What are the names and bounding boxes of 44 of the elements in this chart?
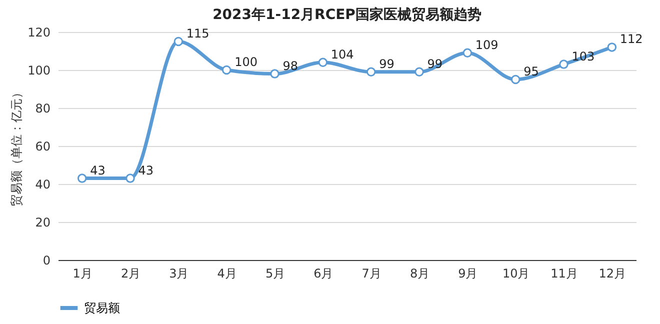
data-label: 112 [620, 32, 643, 46]
data-label: 95 [524, 64, 539, 78]
data-label: 109 [475, 38, 498, 52]
x-tick-label: 2月 [120, 266, 141, 280]
point [126, 174, 135, 183]
point [510, 74, 520, 84]
legend-label: 贸易额 [84, 301, 120, 315]
y-tick-label: 0 [42, 254, 50, 268]
y-tick-label: 80 [35, 102, 50, 116]
point [366, 67, 376, 77]
point [270, 69, 280, 78]
x-tick-label: 8月 [410, 266, 430, 280]
point [559, 60, 568, 69]
x-tick-label: 6月 [314, 266, 334, 280]
y-axis-title: 贸易额（单位：亿元） [10, 86, 24, 206]
point [318, 58, 328, 68]
x-tick-label: 3月 [169, 266, 189, 280]
point [462, 48, 472, 58]
point [174, 36, 184, 46]
x-tick-label: 12月 [598, 266, 626, 280]
data-label: 99 [379, 56, 394, 71]
x-tick-label: 7月 [362, 266, 382, 280]
point [414, 67, 424, 77]
x-tick-label: 4月 [217, 266, 237, 280]
point [607, 42, 617, 52]
x-tick-label: 9月 [458, 266, 478, 280]
data-label: 100 [234, 55, 258, 69]
data-label: 43 [90, 163, 106, 178]
point [77, 174, 87, 183]
x-tick-label: 10月 [502, 266, 530, 280]
y-tick-label: 100 [28, 64, 50, 78]
x-tick-label: 5月 [265, 266, 286, 280]
y-tick-label: 120 [28, 26, 50, 40]
data-label: 98 [282, 58, 298, 73]
point [222, 65, 232, 75]
data-label: 104 [330, 47, 354, 62]
x-tick-label: 1月 [72, 266, 92, 280]
y-tick-label: 40 [35, 178, 50, 192]
y-tick-label: 20 [35, 216, 50, 230]
chart-title: 2023年1-12月RCEP国家医械贸易额趋势 [212, 6, 482, 23]
y-tick-label: 60 [35, 140, 50, 154]
data-label: 115 [186, 26, 210, 40]
data-label: 43 [138, 163, 154, 178]
x-tick-label: 11月 [550, 266, 578, 280]
